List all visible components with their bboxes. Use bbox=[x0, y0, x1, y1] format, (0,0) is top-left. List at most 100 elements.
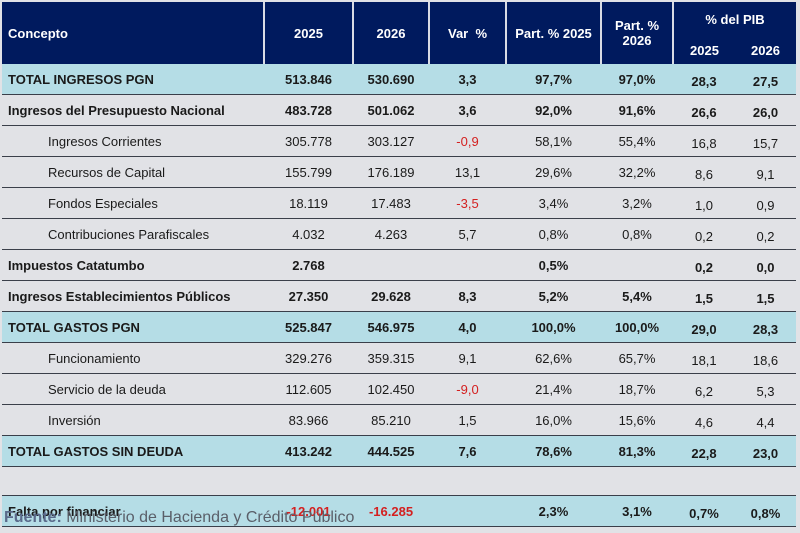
part-2026-cell: 3,1% bbox=[601, 495, 673, 527]
var-pct-cell: 3,3 bbox=[429, 64, 506, 95]
concept-cell: Impuestos Catatumbo bbox=[2, 249, 264, 281]
pib-2025-cell: 26,6 bbox=[673, 94, 735, 126]
header-var: Var % bbox=[428, 2, 506, 64]
table-row: Ingresos Corrientes 305.778 303.127 -0,9 58,… bbox=[2, 125, 796, 157]
pib-2025-cell: 1,5 bbox=[673, 280, 735, 312]
value-2025-cell: -12.001 bbox=[264, 495, 353, 527]
value-2025-cell: 83.966 bbox=[264, 404, 353, 436]
part-2025-cell: 2,3% bbox=[506, 495, 601, 527]
budget-table: Concepto 2025 2026 Var % Part. % 2025 Pa… bbox=[2, 2, 796, 527]
part-2025-cell: 29,6% bbox=[506, 156, 601, 188]
value-2025-cell: 525.847 bbox=[264, 311, 353, 343]
table-row: TOTAL GASTOS PGN 525.847 546.975 4,0 100,0% 1… bbox=[2, 311, 796, 343]
pib-2026-cell: 23,0 bbox=[735, 435, 796, 467]
part-2026-cell: 15,6% bbox=[601, 404, 673, 436]
pib-2026-cell: 27,5 bbox=[735, 64, 796, 95]
table-row: Inversión 83.966 85.210 1,5 16,0% 15,6% 4,6 4,4 bbox=[2, 404, 796, 436]
part-2025-cell: 0,8% bbox=[506, 218, 601, 250]
concept-cell: Falta por financiar bbox=[2, 495, 264, 527]
table-row: TOTAL INGRESOS PGN 513.846 530.690 3,3 97,7%… bbox=[2, 64, 796, 95]
pib-2025-cell: 8,6 bbox=[673, 156, 735, 188]
value-2026-cell: 17.483 bbox=[353, 187, 429, 219]
header-pib: % del PIB bbox=[705, 11, 765, 27]
table-row: Ingresos del Presupuesto Nacional 483.728… bbox=[2, 94, 796, 126]
spacer-cell bbox=[2, 466, 796, 496]
var-pct-cell: 4,0 bbox=[429, 311, 506, 343]
var-pct-cell: 7,6 bbox=[429, 435, 506, 467]
pib-2025-cell: 16,8 bbox=[673, 125, 735, 157]
value-2025-cell: 155.799 bbox=[264, 156, 353, 188]
part-2025-cell: 0,5% bbox=[506, 249, 601, 281]
part-2025-cell: 97,7% bbox=[506, 64, 601, 95]
header-concept: Concepto bbox=[2, 2, 264, 64]
pib-2025-cell: 6,2 bbox=[673, 373, 735, 405]
pib-2025-cell: 22,8 bbox=[673, 435, 735, 467]
table-row: Funcionamiento 329.276 359.315 9,1 62,6% 65,7… bbox=[2, 342, 796, 374]
value-2025-cell: 413.242 bbox=[264, 435, 353, 467]
concept-cell: Fondos Especiales bbox=[2, 187, 264, 219]
concept-cell: TOTAL GASTOS PGN bbox=[2, 311, 264, 343]
value-2025-cell: 2.768 bbox=[264, 249, 353, 281]
concept-cell: Servicio de la deuda bbox=[2, 373, 264, 405]
header-pib-2025: 2025 bbox=[690, 42, 719, 58]
header-part-2025: Part. % 2025 bbox=[505, 2, 601, 64]
pib-2025-cell: 29,0 bbox=[673, 311, 735, 343]
header-pib-2026: 2026 bbox=[751, 42, 780, 58]
part-2025-cell: 100,0% bbox=[506, 311, 601, 343]
pib-2026-cell: 1,5 bbox=[735, 280, 796, 312]
concept-cell: Funcionamiento bbox=[2, 342, 264, 374]
header-2025: 2025 bbox=[263, 2, 353, 64]
concept-cell: TOTAL GASTOS SIN DEUDA bbox=[2, 435, 264, 467]
var-pct-cell: 8,3 bbox=[429, 280, 506, 312]
var-pct-cell: -0,9 bbox=[429, 125, 506, 157]
table-row: Ingresos Establecimientos Públicos 27.350… bbox=[2, 280, 796, 312]
concept-cell: Ingresos del Presupuesto Nacional bbox=[2, 94, 264, 126]
header-2026: 2026 bbox=[352, 2, 429, 64]
concept-cell: Contribuciones Parafiscales bbox=[2, 218, 264, 250]
table-row: Impuestos Catatumbo 2.768 0,5% 0,2 0,0 bbox=[2, 249, 796, 281]
table-row: Contribuciones Parafiscales 4.032 4.263 5,7… bbox=[2, 218, 796, 250]
value-2025-cell: 27.350 bbox=[264, 280, 353, 312]
pib-2025-cell: 0,7% bbox=[673, 495, 735, 527]
var-pct-cell: 5,7 bbox=[429, 218, 506, 250]
pib-2026-cell: 0,8% bbox=[735, 495, 796, 527]
part-2026-cell: 32,2% bbox=[601, 156, 673, 188]
var-pct-cell bbox=[429, 249, 506, 281]
part-2025-cell: 92,0% bbox=[506, 94, 601, 126]
pib-2026-cell: 0,9 bbox=[735, 187, 796, 219]
var-pct-cell bbox=[429, 495, 506, 527]
source-note: Fuente: Ministerio de Hacienda y Crédito… bbox=[4, 509, 354, 527]
pib-2025-cell: 4,6 bbox=[673, 404, 735, 436]
pib-2026-cell: 9,1 bbox=[735, 156, 796, 188]
pib-2025-cell: 18,1 bbox=[673, 342, 735, 374]
concept-cell: TOTAL INGRESOS PGN bbox=[2, 64, 264, 95]
pib-2026-cell: 0,2 bbox=[735, 218, 796, 250]
value-2026-cell bbox=[353, 249, 429, 281]
part-2026-cell: 55,4% bbox=[601, 125, 673, 157]
pib-2026-cell: 26,0 bbox=[735, 94, 796, 126]
part-2025-cell: 58,1% bbox=[506, 125, 601, 157]
pib-2026-cell: 28,3 bbox=[735, 311, 796, 343]
part-2026-cell: 91,6% bbox=[601, 94, 673, 126]
part-2025-cell: 3,4% bbox=[506, 187, 601, 219]
source-label: Fuente: bbox=[4, 509, 62, 526]
var-pct-cell: 3,6 bbox=[429, 94, 506, 126]
header-part-2026: Part. % 2026 bbox=[600, 2, 673, 64]
part-2026-cell: 18,7% bbox=[601, 373, 673, 405]
header-pib-group: % del PIB 2025 2026 bbox=[672, 2, 796, 64]
pib-2026-cell: 0,0 bbox=[735, 249, 796, 281]
value-2026-cell: 530.690 bbox=[353, 64, 429, 95]
source-text: Ministerio de Hacienda y Crédito Público bbox=[61, 509, 355, 526]
value-2025-cell: 112.605 bbox=[264, 373, 353, 405]
pib-2025-cell: 1,0 bbox=[673, 187, 735, 219]
table-row: Servicio de la deuda 112.605 102.450 -9,0 21… bbox=[2, 373, 796, 405]
var-pct-cell: 13,1 bbox=[429, 156, 506, 188]
value-2026-cell: 102.450 bbox=[353, 373, 429, 405]
var-pct-cell: -9,0 bbox=[429, 373, 506, 405]
concept-cell: Ingresos Corrientes bbox=[2, 125, 264, 157]
pib-2025-cell: 28,3 bbox=[673, 64, 735, 95]
part-2026-cell: 5,4% bbox=[601, 280, 673, 312]
part-2026-cell: 100,0% bbox=[601, 311, 673, 343]
value-2025-cell: 329.276 bbox=[264, 342, 353, 374]
table-row: Fondos Especiales 18.119 17.483 -3,5 3,4% 3,2… bbox=[2, 187, 796, 219]
